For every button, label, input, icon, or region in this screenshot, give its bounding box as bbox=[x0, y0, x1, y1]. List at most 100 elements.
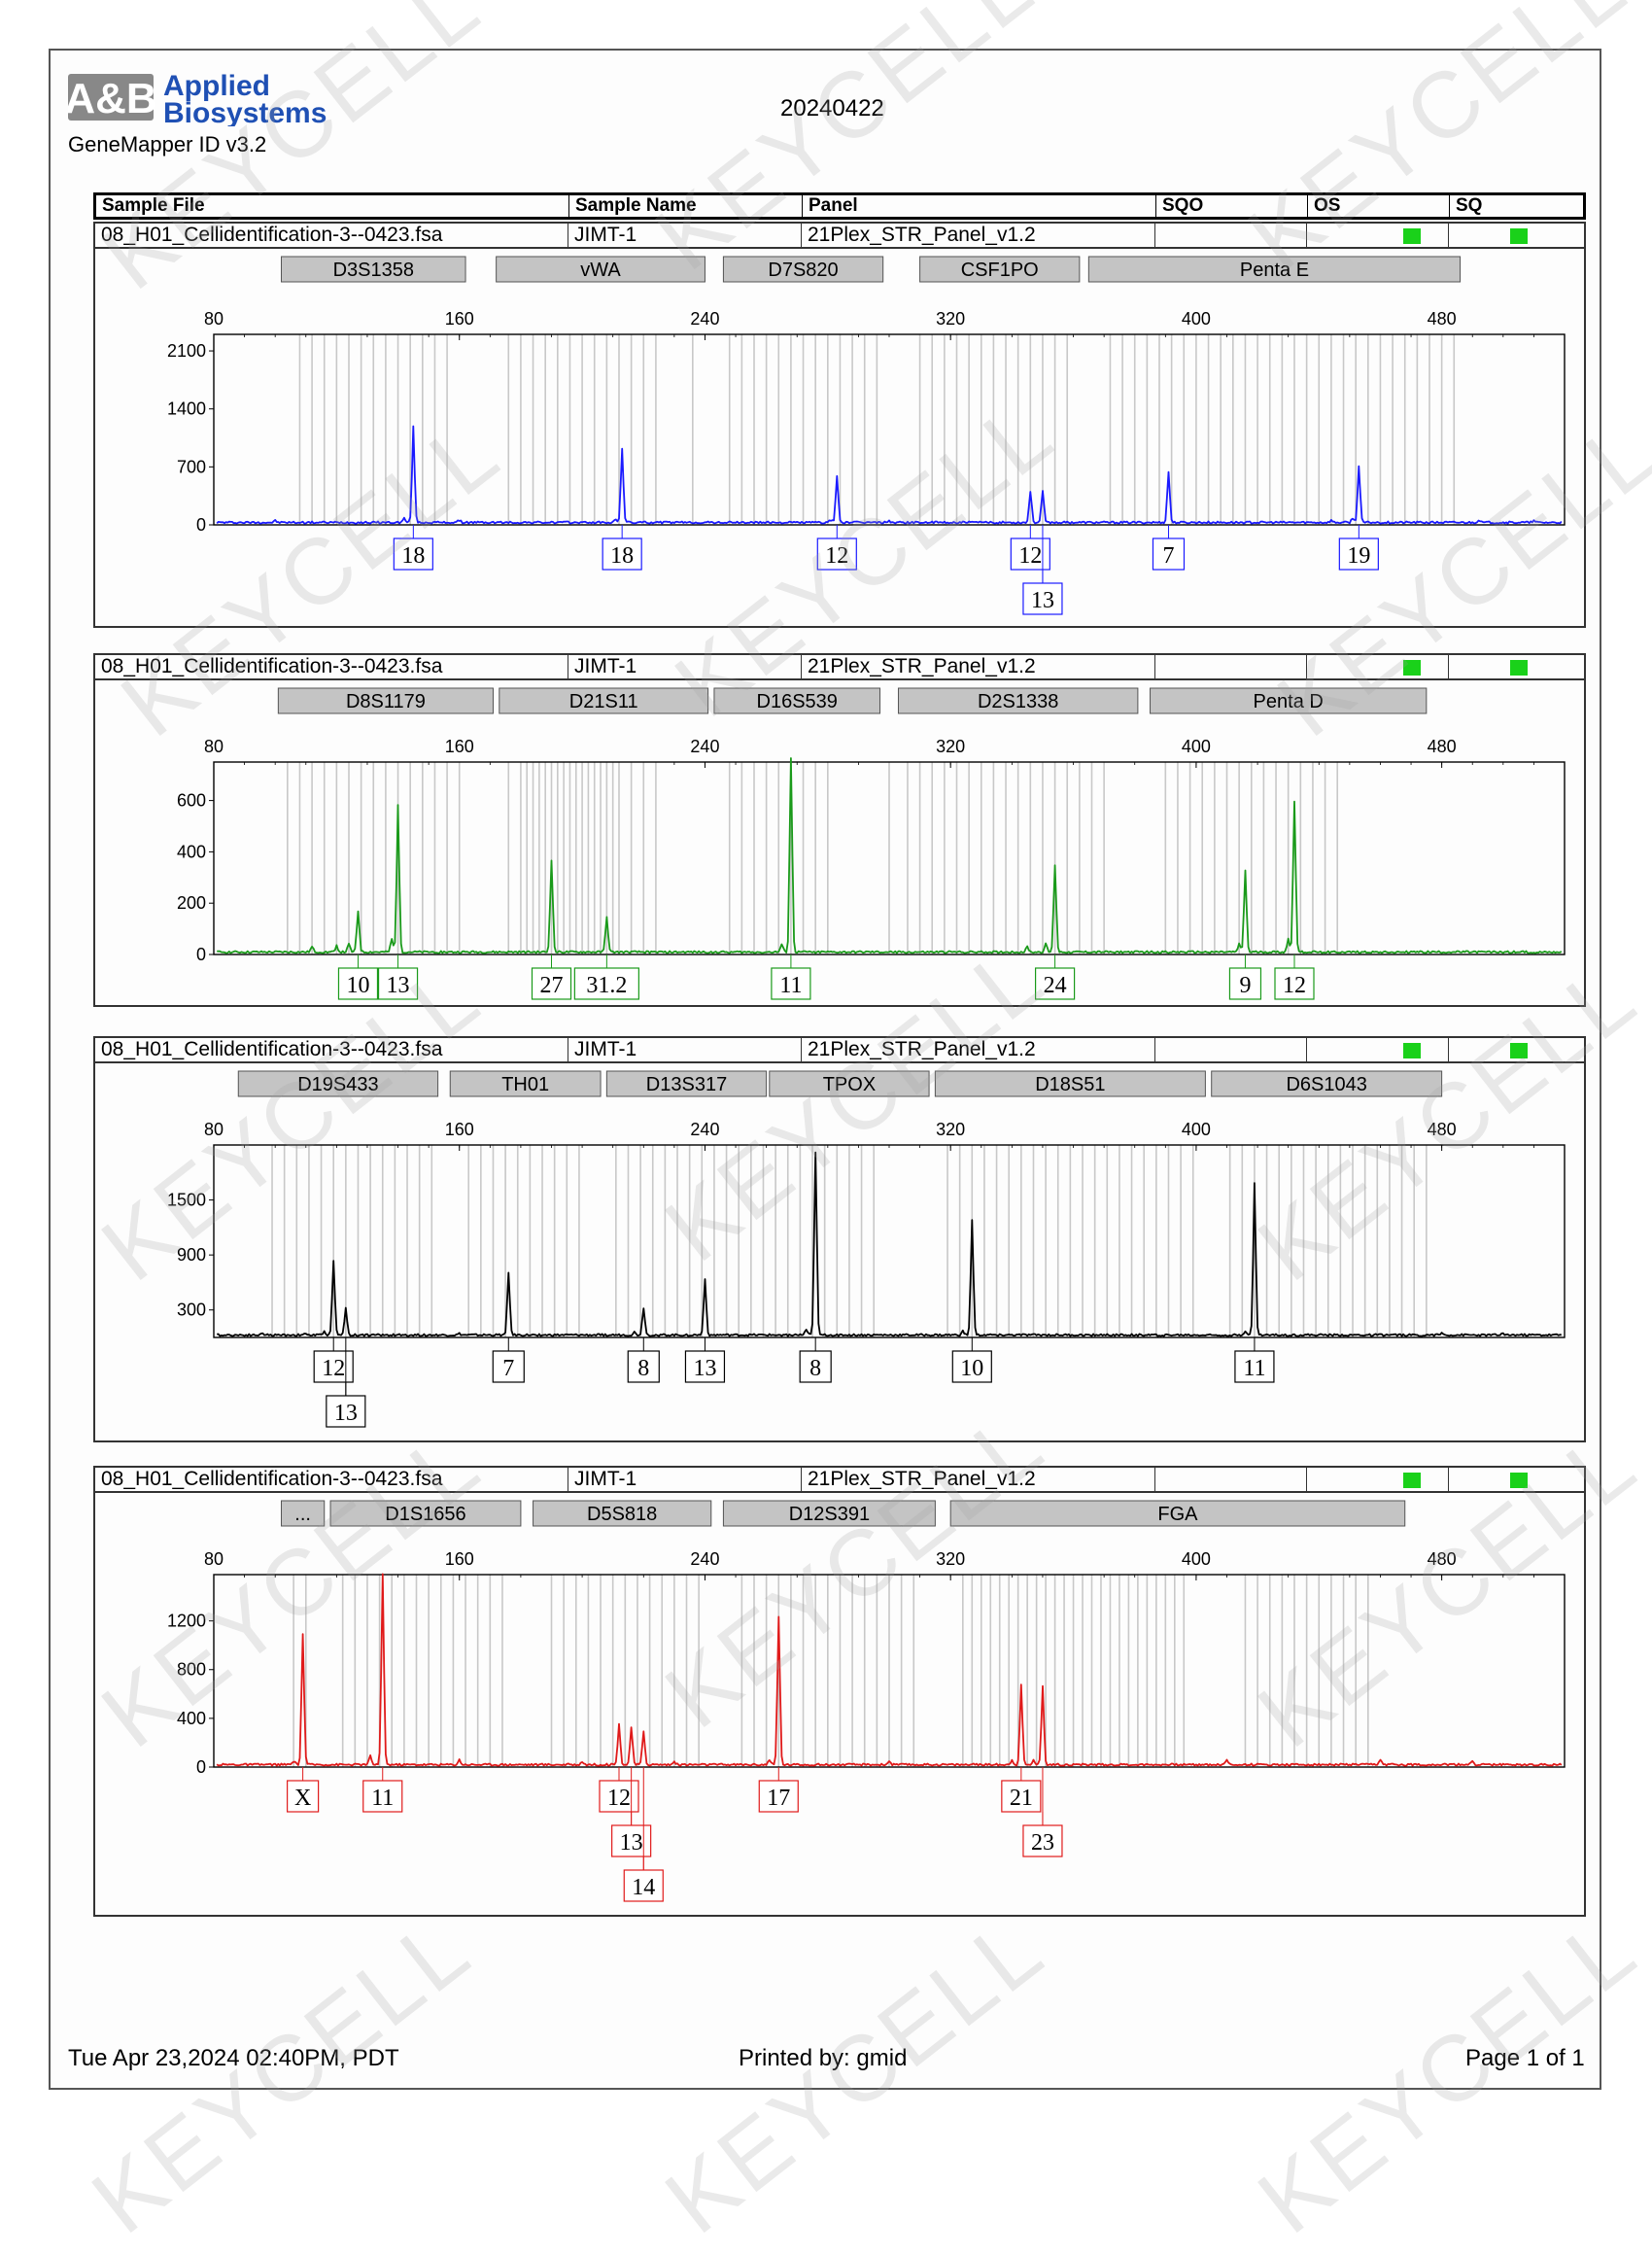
marker-range-d3s1358[interactable]: D3S1358 bbox=[281, 256, 466, 283]
electropherogram-chart: D8S1179 D21S11 D16S539 D2S1338 Penta D 80 160 2… bbox=[177, 687, 1566, 1000]
sq-quality-indicator bbox=[1510, 1043, 1528, 1058]
allele-call-text: 18 bbox=[401, 543, 425, 569]
fluorescence-trace bbox=[216, 1573, 1563, 1767]
os-cell bbox=[1306, 1038, 1448, 1061]
marker-range-d21s11[interactable]: D21S11 bbox=[499, 687, 709, 714]
allele-call-label[interactable]: 11 bbox=[362, 1767, 403, 1813]
allele-call-label[interactable]: 7 bbox=[492, 1337, 525, 1383]
allele-call-label[interactable]: 13 bbox=[1022, 525, 1063, 615]
marker-range-tpox[interactable]: TPOX bbox=[769, 1070, 930, 1097]
allele-call-text: 11 bbox=[779, 973, 802, 998]
y-tick-label: 0 bbox=[196, 515, 206, 535]
allele-call-label[interactable]: 13 bbox=[377, 954, 419, 1000]
marker-range-d1s1656[interactable]: D1S1656 bbox=[329, 1500, 522, 1527]
x-tick-label: 400 bbox=[1182, 1120, 1211, 1139]
allele-call-label[interactable]: 12 bbox=[599, 1767, 639, 1813]
allele-call-label[interactable]: 14 bbox=[623, 1767, 664, 1902]
os-cell bbox=[1306, 655, 1448, 678]
allele-call-label[interactable]: 12 bbox=[1274, 954, 1315, 1000]
x-tick-label: 240 bbox=[690, 1120, 719, 1139]
marker-range-d8s1179[interactable]: D8S1179 bbox=[277, 687, 494, 714]
allele-call-text: 8 bbox=[637, 1356, 649, 1381]
sq-quality-indicator bbox=[1510, 1473, 1528, 1488]
marker-range-penta-d[interactable]: Penta D bbox=[1150, 687, 1428, 714]
marker-range-fga[interactable]: FGA bbox=[949, 1500, 1406, 1527]
marker-range-d5s818[interactable]: D5S818 bbox=[533, 1500, 712, 1527]
allele-call-text: 17 bbox=[767, 1786, 790, 1811]
marker-range-d7s820[interactable]: D7S820 bbox=[722, 256, 884, 283]
x-tick-label: 80 bbox=[204, 737, 224, 756]
marker-label: D18S51 bbox=[1035, 1074, 1105, 1095]
allele-call-label[interactable]: 12 bbox=[1010, 525, 1050, 571]
marker-range-d12s391[interactable]: D12S391 bbox=[722, 1500, 936, 1527]
marker-label: D8S1179 bbox=[346, 691, 426, 712]
allele-call-label[interactable]: 12 bbox=[313, 1337, 354, 1383]
allele-call-label[interactable]: 11 bbox=[1234, 1337, 1275, 1383]
allele-call-text: 8 bbox=[809, 1356, 821, 1381]
column-header-panel: Panel bbox=[802, 195, 1155, 217]
x-tick-label: 480 bbox=[1428, 737, 1457, 756]
marker-range-d18s51[interactable]: D18S51 bbox=[934, 1070, 1206, 1097]
marker-range--[interactable]: ... bbox=[281, 1500, 326, 1527]
marker-range-d2s1338[interactable]: D2S1338 bbox=[897, 687, 1139, 714]
allele-call-text: 9 bbox=[1239, 973, 1251, 998]
allele-call-label[interactable]: 10 bbox=[951, 1337, 992, 1383]
os-cell bbox=[1306, 1468, 1448, 1491]
allele-call-label[interactable]: 19 bbox=[1338, 525, 1379, 571]
marker-label: D16S539 bbox=[757, 691, 838, 712]
marker-label: CSF1PO bbox=[961, 260, 1039, 281]
plot-area-frame bbox=[213, 761, 1566, 955]
marker-range-csf1po[interactable]: CSF1PO bbox=[919, 256, 1081, 283]
allele-call-label[interactable]: 8 bbox=[627, 1337, 660, 1383]
fluorescence-trace bbox=[217, 757, 1563, 954]
marker-range-penta-e[interactable]: Penta E bbox=[1087, 256, 1462, 283]
allele-call-label[interactable]: 13 bbox=[611, 1767, 652, 1857]
y-tick-label: 0 bbox=[196, 1757, 206, 1777]
allele-call-label[interactable]: 23 bbox=[1022, 1767, 1063, 1857]
allele-call-label[interactable]: 17 bbox=[758, 1767, 799, 1813]
x-tick-label: 480 bbox=[1428, 1549, 1457, 1569]
sample-file-cell: 08_H01_Cellidentification-3--0423.fsa bbox=[101, 1468, 443, 1490]
allele-call-text: 12 bbox=[1018, 543, 1042, 569]
allele-call-label[interactable]: 27 bbox=[531, 954, 572, 1000]
allele-call-text: 13 bbox=[693, 1356, 716, 1381]
marker-range-d6s1043[interactable]: D6S1043 bbox=[1211, 1070, 1443, 1097]
os-cell bbox=[1306, 224, 1448, 247]
allele-call-label[interactable]: 12 bbox=[816, 525, 857, 571]
allele-call-text: 13 bbox=[1031, 588, 1054, 613]
marker-label: D2S1338 bbox=[978, 691, 1058, 712]
marker-label: ... bbox=[294, 1504, 311, 1525]
y-tick-label: 700 bbox=[177, 457, 206, 476]
allele-call-label[interactable]: X bbox=[287, 1767, 320, 1813]
sample-file-cell: 08_H01_Cellidentification-3--0423.fsa bbox=[101, 655, 443, 677]
allele-call-label[interactable]: 18 bbox=[602, 525, 642, 571]
marker-range-d13s317[interactable]: D13S317 bbox=[605, 1070, 768, 1097]
marker-range-vwa[interactable]: vWA bbox=[496, 256, 706, 283]
allele-call-label[interactable]: 11 bbox=[771, 954, 811, 1000]
x-tick-label: 160 bbox=[445, 1549, 474, 1569]
marker-label: D13S317 bbox=[646, 1074, 727, 1095]
allele-call-label[interactable]: 9 bbox=[1228, 954, 1262, 1000]
app-version: GeneMapper ID v3.2 bbox=[68, 132, 267, 156]
x-tick-label: 320 bbox=[936, 737, 965, 756]
allele-call-label[interactable]: 13 bbox=[326, 1337, 366, 1428]
marker-label: D1S1656 bbox=[385, 1504, 465, 1525]
marker-label: D5S818 bbox=[587, 1504, 657, 1525]
applied-biosystems-logo: A&B Applied Biosystems bbox=[68, 70, 327, 126]
y-tick-label: 1400 bbox=[167, 399, 206, 419]
column-header-sq: SQ bbox=[1449, 195, 1583, 217]
allele-call-label[interactable]: 18 bbox=[393, 525, 433, 571]
allele-call-label[interactable]: 7 bbox=[1152, 525, 1186, 571]
allele-call-label[interactable]: 10 bbox=[337, 954, 379, 1000]
allele-call-label[interactable]: 13 bbox=[684, 1337, 726, 1383]
allele-call-label[interactable]: 8 bbox=[799, 1337, 832, 1383]
allele-call-text: 7 bbox=[1162, 543, 1174, 569]
sqo-cell bbox=[1154, 655, 1306, 678]
marker-range-d16s539[interactable]: D16S539 bbox=[713, 687, 881, 714]
allele-call-label[interactable]: 21 bbox=[1001, 1767, 1042, 1813]
allele-call-label[interactable]: 24 bbox=[1034, 954, 1076, 1000]
os-quality-indicator bbox=[1403, 228, 1421, 244]
marker-range-th01[interactable]: TH01 bbox=[449, 1070, 602, 1097]
allele-call-label[interactable]: 31.2 bbox=[573, 954, 639, 1000]
marker-range-d19s433[interactable]: D19S433 bbox=[237, 1070, 439, 1097]
